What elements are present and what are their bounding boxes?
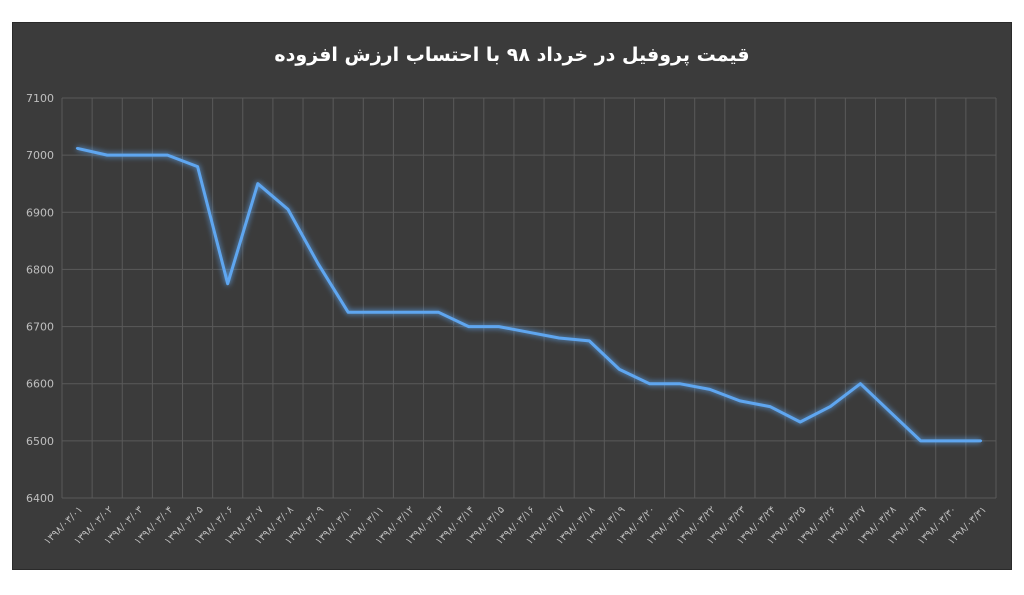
data-point [347, 311, 350, 314]
y-tick-label: 6800 [26, 263, 54, 276]
data-point [889, 411, 892, 414]
data-point [768, 405, 772, 408]
data-point [75, 147, 79, 150]
data-point [859, 382, 862, 385]
y-tick-label: 7000 [26, 149, 54, 162]
data-point [678, 382, 681, 385]
data-point [588, 339, 591, 343]
data-point [226, 282, 229, 285]
data-point [648, 382, 651, 385]
grid [61, 97, 997, 499]
data-point [798, 420, 802, 424]
data-point [316, 262, 320, 265]
y-tick-label: 6400 [26, 492, 54, 505]
y-tick-label: 7100 [26, 92, 54, 105]
data-point [708, 388, 711, 391]
data-point [286, 208, 290, 211]
data-point [407, 311, 410, 314]
y-tick-label: 6600 [26, 378, 54, 391]
data-point [136, 153, 139, 157]
data-point [919, 439, 922, 443]
y-axis: 6400 6500 6600 6700 6800 6900 7000 7100 [26, 92, 54, 505]
y-tick-label: 6500 [26, 435, 54, 448]
data-point [527, 331, 531, 334]
data-point [196, 165, 199, 168]
data-point [949, 439, 953, 443]
data-point [979, 439, 983, 443]
data-point [497, 325, 501, 328]
data-point [738, 399, 742, 403]
data-point [256, 182, 260, 185]
series [75, 146, 983, 443]
y-tick-label: 6900 [26, 206, 54, 219]
x-axis: ۱۳۹۸/۰۳/۰۱۱۳۹۸/۰۳/۰۲۱۳۹۸/۰۳/۰۳۱۳۹۸/۰۳/۰۴… [42, 504, 989, 547]
chart-title: قیمت پروفیل در خرداد ۹۸ با احتساب ارزش ا… [274, 44, 750, 66]
data-point [166, 153, 169, 157]
data-point [829, 405, 832, 408]
data-point [557, 336, 561, 340]
data-point [377, 311, 380, 314]
y-tick-label: 6700 [26, 321, 54, 334]
data-point [618, 368, 621, 371]
data-point [437, 311, 440, 314]
data-point [467, 325, 470, 328]
data-point [105, 153, 109, 157]
